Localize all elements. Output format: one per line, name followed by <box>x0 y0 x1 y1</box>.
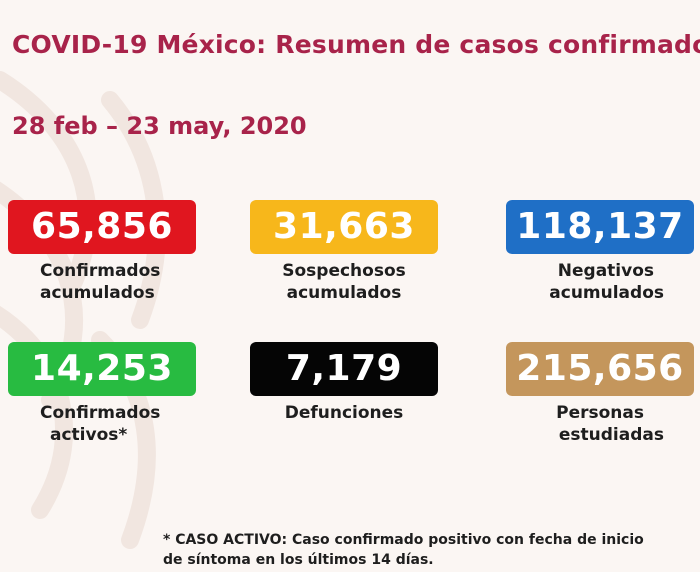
stat-value-box: 65,856 <box>8 200 196 254</box>
stat-label: Confirmados activos* <box>40 403 161 445</box>
stat-label: Sospechosos acumulados <box>282 261 406 303</box>
stat-label: Negativos acumulados <box>549 261 664 303</box>
stat-label: Defunciones <box>284 403 404 423</box>
stat-sospechosos-acumulados: 31,663 Sospechosos acumulados <box>250 200 438 304</box>
date-range: 28 feb – 23 may, 2020 <box>12 112 307 140</box>
stat-value-box: 215,656 <box>506 342 694 396</box>
stat-confirmados-activos: 14,253 Confirmados activos* <box>8 342 196 446</box>
page-title: COVID-19 México: Resumen de casos confir… <box>12 30 700 59</box>
stat-label: Confirmados acumulados <box>40 261 161 303</box>
stat-value-box: 14,253 <box>8 342 196 396</box>
stat-value-box: 31,663 <box>250 200 438 254</box>
stat-label: Personas estudiadas <box>556 403 664 445</box>
stat-personas-estudiadas: 215,656 Personas estudiadas <box>506 342 694 446</box>
stat-defunciones: 7,179 Defunciones <box>250 342 438 424</box>
stat-value-box: 118,137 <box>506 200 694 254</box>
footnote: * CASO ACTIVO: Caso confirmado positivo … <box>163 532 644 568</box>
stat-confirmados-acumulados: 65,856 Confirmados acumulados <box>8 200 196 304</box>
stat-value-box: 7,179 <box>250 342 438 396</box>
stat-negativos-acumulados: 118,137 Negativos acumulados <box>506 200 694 304</box>
